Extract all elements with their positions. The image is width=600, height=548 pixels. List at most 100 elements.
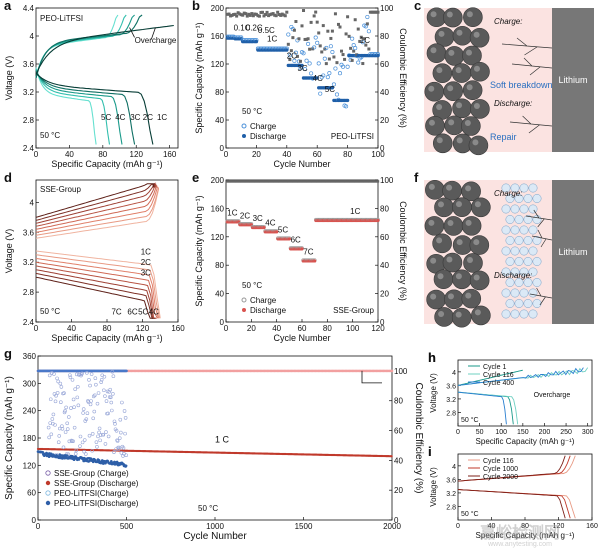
x-tick-label: 1000	[206, 522, 224, 531]
ce-point	[366, 180, 370, 183]
ce-point	[232, 180, 235, 183]
ce-point	[308, 47, 312, 51]
y-tick-label: 40	[215, 116, 224, 125]
peo-charge-point	[114, 429, 119, 433]
active-particle	[424, 81, 445, 102]
x-tick-label: 40	[67, 324, 76, 333]
sse-particle	[505, 278, 515, 287]
ce-point	[318, 180, 321, 183]
rate-label: 5C	[325, 85, 335, 94]
peo-charge-point	[121, 454, 125, 458]
x-tick-label: 0	[36, 522, 41, 531]
charge-curve	[35, 14, 119, 79]
ce-point	[125, 369, 128, 373]
peo-charge-point	[74, 448, 79, 453]
particle-highlight	[436, 67, 443, 74]
peo-charge-point	[73, 452, 78, 456]
overcharge-label: Overcharge	[135, 36, 177, 45]
legend-label: SSE-Group (Charge)	[54, 469, 129, 478]
ce-point	[272, 180, 276, 183]
particle-highlight	[437, 273, 444, 280]
rate-label: 0.1C	[234, 23, 251, 32]
ce-point	[327, 180, 330, 183]
particle-highlight	[430, 11, 437, 18]
ce-point	[324, 62, 328, 66]
ce-point	[326, 29, 330, 33]
peo-charge-point	[92, 409, 97, 414]
peo-charge-point	[63, 430, 68, 434]
active-particle	[444, 46, 465, 66]
y-axis-label: Voltage (V)	[4, 56, 14, 101]
ce-point	[371, 10, 375, 14]
particle-highlight	[466, 84, 473, 91]
y-tick-label: 2.4	[23, 144, 35, 153]
ce-point	[239, 13, 243, 17]
schematic-f: f Lithium Charge: Discharge:	[414, 170, 594, 328]
discharge-point	[275, 230, 279, 234]
ce-point	[257, 180, 261, 183]
charge-point	[345, 64, 350, 69]
ce-point	[262, 14, 266, 18]
charge-point	[330, 50, 335, 55]
ce-point	[365, 180, 368, 183]
charge-point	[325, 75, 330, 80]
sse-particle	[514, 194, 524, 203]
active-particle	[426, 43, 447, 64]
rate-label: 5C	[101, 113, 111, 122]
rate-annotation: 1 C	[215, 435, 230, 445]
sse-point	[390, 455, 393, 458]
rate-label: 4C	[149, 308, 159, 317]
y-tick-label: 4	[30, 198, 35, 207]
charge-point	[353, 46, 358, 51]
ce-point	[280, 180, 283, 183]
ce-point	[267, 180, 271, 183]
ce-point	[329, 36, 333, 40]
sample-label: SSE-Group	[40, 185, 81, 194]
y2-axis-label: Coulombic Efficiency (%)	[413, 383, 424, 494]
sse-particle	[505, 257, 515, 266]
x-axis-label: Cycle Number	[273, 159, 330, 169]
ce-point	[359, 35, 363, 39]
lithium-label: Lithium	[558, 247, 587, 257]
ce-point	[283, 180, 286, 183]
charge-curve	[35, 183, 157, 227]
active-particle	[452, 269, 472, 290]
peo-charge-point	[76, 384, 80, 389]
y-tick-label: 3.6	[23, 60, 35, 69]
charge-point	[366, 29, 371, 34]
peo-charge-point	[97, 430, 101, 435]
x-tick-label: 150	[517, 429, 529, 436]
peo-charge-point	[81, 407, 86, 411]
particle-highlight	[428, 219, 435, 226]
x-tick-label: 20	[252, 150, 261, 159]
peo-charge-point	[56, 440, 61, 444]
peo-discharge-point	[124, 464, 128, 468]
y-tick-label: 3.6	[446, 477, 456, 484]
ce-point	[292, 28, 296, 32]
x-tick-label: 0	[456, 429, 460, 436]
plot-frame	[225, 179, 379, 323]
chart-i: 0 40 80 120 160 2.8 3.2 3.6 4 Specific Capacity (…	[428, 444, 598, 540]
ce-point	[245, 14, 249, 18]
panel-label: c	[414, 0, 421, 13]
sse-particle	[532, 215, 542, 224]
particle-highlight	[455, 311, 462, 318]
sse-particle	[510, 288, 520, 298]
sse-particle	[510, 225, 520, 235]
sse-particle	[505, 236, 515, 245]
charge-point	[316, 61, 321, 66]
rate-label: 3C	[297, 64, 307, 73]
charge-point	[302, 67, 308, 72]
x-tick-label: 20	[247, 324, 256, 333]
ce-point	[302, 9, 306, 13]
ce-point	[248, 13, 252, 17]
peo-charge-point	[88, 383, 92, 388]
legend-marker	[242, 308, 246, 312]
repair-label: Repair	[490, 132, 517, 142]
ce-point	[277, 13, 281, 17]
active-particle	[461, 216, 482, 236]
rate-label: 7C	[111, 308, 121, 317]
particle-highlight	[447, 219, 454, 226]
rate-label: 2C	[287, 51, 297, 60]
panel-label: h	[428, 350, 436, 365]
